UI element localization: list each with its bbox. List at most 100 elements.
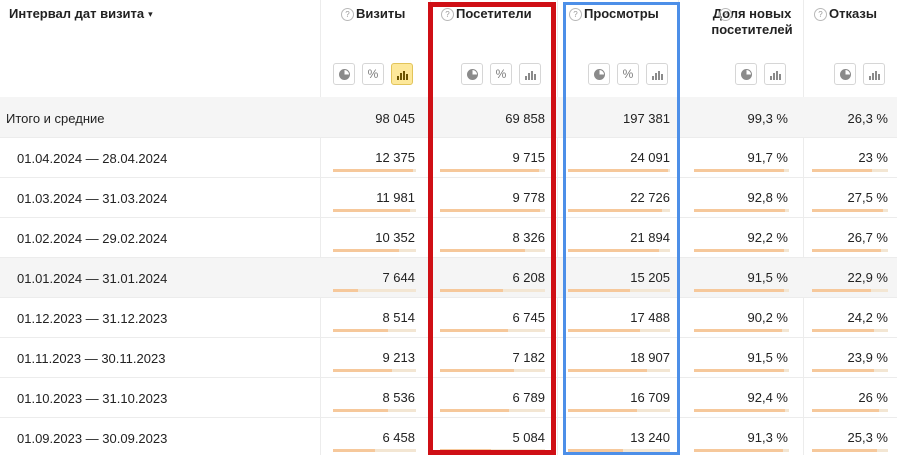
- value-bar-track: [568, 329, 670, 332]
- value-bar-track: [440, 369, 545, 372]
- pie-chart-icon[interactable]: [461, 63, 483, 85]
- help-icon[interactable]: ?: [341, 8, 354, 21]
- metric-value-new_share: 92,2 %: [747, 230, 788, 245]
- table-row[interactable]: 01.01.2024 — 31.01.2024 7 644 6 208 15 205 9…: [0, 257, 897, 297]
- bar-chart-icon[interactable]: [519, 63, 541, 85]
- metric-value-new_share: 91,5 %: [747, 270, 788, 285]
- pie-chart-icon[interactable]: [834, 63, 856, 85]
- value-bar: [333, 209, 410, 212]
- bar-chart-icon[interactable]: [863, 63, 885, 85]
- value-bar: [440, 449, 491, 452]
- value-bar-track: [694, 329, 789, 332]
- metric-value-visits: 11 981: [376, 190, 415, 205]
- value-bar: [333, 369, 392, 372]
- percent-icon[interactable]: %: [362, 63, 384, 85]
- value-bar: [694, 369, 784, 372]
- metric-value-visits: 8 536: [382, 390, 415, 405]
- column-header-views[interactable]: ? Просмотры: [569, 6, 684, 22]
- value-bar-track: [333, 449, 416, 452]
- column-header-label: Просмотры: [584, 6, 659, 21]
- value-bar-track: [812, 249, 888, 252]
- column-divider: [557, 0, 558, 455]
- metric-value-visitors: 6 789: [512, 390, 545, 405]
- metric-value-visits: 98 045: [375, 111, 415, 126]
- value-bar: [694, 289, 784, 292]
- metric-value-visits: 6 458: [382, 430, 415, 445]
- column-header-visits[interactable]: ? Визиты: [341, 6, 436, 22]
- metric-value-visitors: 8 326: [512, 230, 545, 245]
- value-bar-track: [694, 369, 789, 372]
- value-bar: [333, 329, 388, 332]
- bar-chart-icon[interactable]: [646, 63, 668, 85]
- value-bar-track: [568, 409, 670, 412]
- value-bar-track: [568, 169, 670, 172]
- value-bar-track: [812, 289, 888, 292]
- value-bar: [568, 209, 662, 212]
- metric-value-views: 16 709: [630, 390, 670, 405]
- column-header-label: Посетители: [456, 6, 532, 21]
- help-icon[interactable]: ?: [441, 8, 454, 21]
- metric-value-views: 18 907: [630, 350, 670, 365]
- metric-value-visitors: 9 778: [512, 190, 545, 205]
- bar-chart-icon[interactable]: [764, 63, 786, 85]
- metric-value-views: 22 726: [630, 190, 670, 205]
- value-bar-track: [568, 249, 670, 252]
- value-bar: [568, 289, 630, 292]
- value-bar-track: [812, 209, 888, 212]
- metric-value-new_share: 91,3 %: [747, 430, 788, 445]
- value-bar-track: [812, 449, 888, 452]
- table-row[interactable]: 01.10.2023 — 31.10.2023 8 536 6 789 16 709 9…: [0, 377, 897, 417]
- value-bar: [568, 169, 668, 172]
- column-header-label: Доля новых посетителей: [711, 6, 793, 37]
- metric-value-visitors: 7 182: [512, 350, 545, 365]
- pie-chart-icon[interactable]: [735, 63, 757, 85]
- table-row[interactable]: 01.03.2024 — 31.03.2024 11 981 9 778 22 726…: [0, 177, 897, 217]
- totals-row[interactable]: Итого и средние 98 045 69 858 197 381 99,3 %…: [0, 97, 897, 137]
- value-bar-track: [812, 369, 888, 372]
- column-header-bounces[interactable]: ? Отказы: [814, 6, 897, 22]
- metric-value-new_share: 92,4 %: [747, 390, 788, 405]
- column-header-visitors[interactable]: ? Посетители: [441, 6, 566, 22]
- percent-icon[interactable]: %: [617, 63, 639, 85]
- metric-value-visits: 12 375: [375, 150, 415, 165]
- metric-value-bounces: 26 %: [858, 390, 888, 405]
- value-bar-track: [694, 209, 789, 212]
- value-bar-track: [333, 329, 416, 332]
- value-bar-track: [694, 449, 789, 452]
- sort-caret-icon[interactable]: ▾: [148, 9, 153, 19]
- value-bar: [440, 329, 508, 332]
- column-header-new_share[interactable]: ? Доля новых посетителей: [711, 6, 814, 38]
- date-interval-cell: 01.10.2023 — 31.10.2023: [17, 391, 168, 406]
- table-row[interactable]: 01.12.2023 — 31.12.2023 8 514 6 745 17 488 9…: [0, 297, 897, 337]
- value-bar: [440, 249, 525, 252]
- help-icon[interactable]: ?: [719, 8, 732, 21]
- value-bar: [333, 289, 358, 292]
- pie-chart-icon[interactable]: [588, 63, 610, 85]
- date-interval-header[interactable]: Интервал дат визита ▾: [9, 6, 153, 21]
- table-row[interactable]: 01.09.2023 — 30.09.2023 6 458 5 084 13 240 9…: [0, 417, 897, 457]
- value-bar: [694, 169, 784, 172]
- help-icon[interactable]: ?: [569, 8, 582, 21]
- value-bar: [812, 449, 877, 452]
- table-row[interactable]: 01.11.2023 — 30.11.2023 9 213 7 182 18 907 9…: [0, 337, 897, 377]
- bar-chart-icon[interactable]: [391, 63, 413, 85]
- table-row[interactable]: 01.02.2024 — 29.02.2024 10 352 8 326 21 894…: [0, 217, 897, 257]
- metric-value-new_share: 92,8 %: [747, 190, 788, 205]
- percent-icon[interactable]: %: [490, 63, 512, 85]
- value-bar-track: [440, 329, 545, 332]
- help-icon[interactable]: ?: [814, 8, 827, 21]
- value-bar: [694, 409, 785, 412]
- metric-value-visitors: 69 858: [505, 111, 545, 126]
- value-bar-track: [568, 369, 670, 372]
- value-bar-track: [568, 449, 670, 452]
- metric-value-visitors: 6 208: [512, 270, 545, 285]
- value-bar-track: [812, 409, 888, 412]
- pie-chart-icon[interactable]: [333, 63, 355, 85]
- value-bar-track: [440, 409, 545, 412]
- metric-value-views: 13 240: [630, 430, 670, 445]
- metric-value-views: 15 205: [630, 270, 670, 285]
- table-row[interactable]: 01.04.2024 — 28.04.2024 12 375 9 715 24 091…: [0, 137, 897, 177]
- value-bar: [440, 289, 503, 292]
- value-bar: [812, 169, 872, 172]
